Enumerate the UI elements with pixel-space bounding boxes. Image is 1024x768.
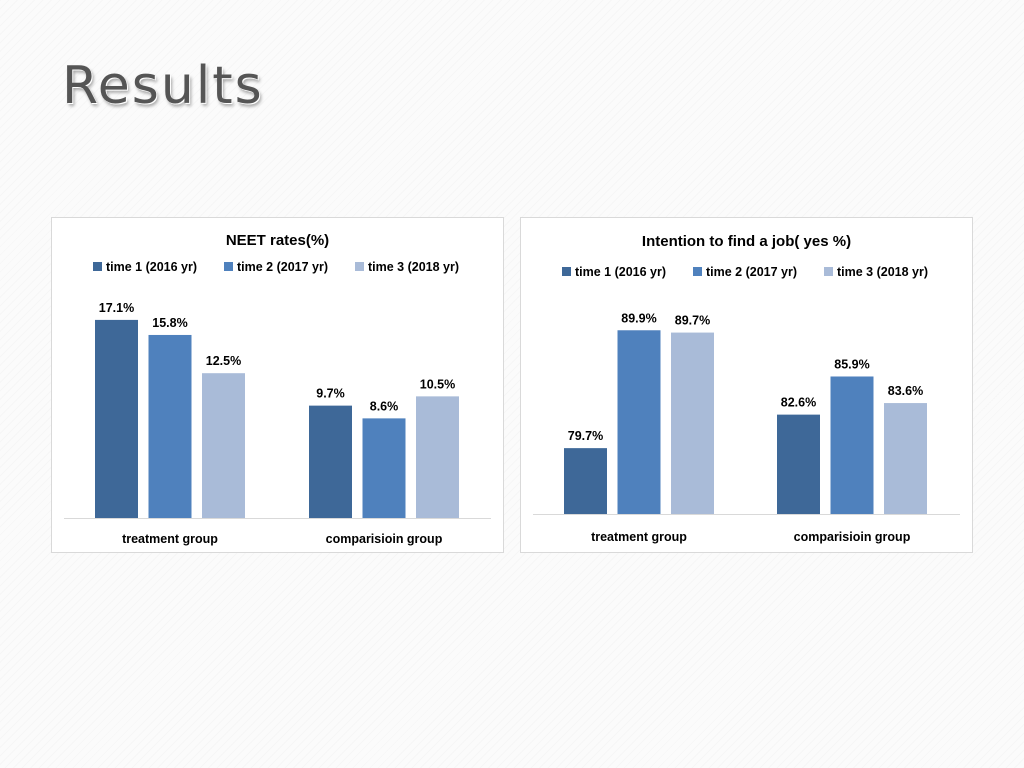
neet-data-label-2-2: 8.6%	[370, 399, 399, 413]
neet-legend-swatch-1	[93, 262, 102, 271]
neet-chart-title: NEET rates(%)	[226, 232, 329, 249]
neet-legend-label-3: time 3 (2018 yr)	[368, 260, 459, 274]
job-legend-swatch-3	[824, 267, 833, 276]
job-bar-1-2	[617, 330, 661, 514]
neet-bar-2-1	[309, 405, 352, 518]
job-bar-1-1	[564, 448, 607, 514]
job-bar-2-3	[884, 403, 927, 514]
neet-legend-swatch-3	[355, 262, 364, 271]
neet-data-label-1-1: 17.1%	[99, 301, 134, 315]
neet-legend-label-1: time 1 (2016 yr)	[106, 260, 197, 274]
job-legend-swatch-2	[693, 267, 702, 276]
job-data-label-1-1: 79.7%	[568, 429, 603, 443]
job-data-label-2-1: 82.6%	[781, 396, 816, 410]
neet-data-label-1-2: 15.8%	[152, 316, 187, 330]
neet-bar-1-3	[202, 373, 245, 518]
job-legend-label-1: time 1 (2016 yr)	[575, 265, 666, 279]
chart-job-intention: Intention to find a job( yes %) time 1 (2…	[520, 217, 973, 553]
chart-neet-svg: NEET rates(%) time 1 (2016 yr) time 2 (201…	[64, 232, 491, 546]
neet-data-label-2-1: 9.7%	[316, 387, 345, 401]
job-chart-title: Intention to find a job( yes %)	[642, 233, 851, 250]
neet-bar-2-2	[362, 418, 406, 518]
neet-bar-2-3	[416, 396, 459, 518]
neet-bar-1-1	[95, 319, 138, 518]
neet-category-label-2: comparisioin group	[326, 532, 443, 546]
job-legend-label-2: time 2 (2017 yr)	[706, 265, 797, 279]
job-data-label-1-3: 89.7%	[675, 314, 710, 328]
neet-bar-1-2	[148, 334, 192, 518]
slide-title: Results	[62, 56, 264, 116]
job-category-label-1: treatment group	[591, 530, 687, 544]
neet-data-label-2-3: 10.5%	[420, 377, 455, 391]
job-category-label-2: comparisioin group	[794, 530, 911, 544]
chart-job-svg: Intention to find a job( yes %) time 1 (2…	[533, 233, 960, 544]
job-legend-label-3: time 3 (2018 yr)	[837, 265, 928, 279]
neet-legend-swatch-2	[224, 262, 233, 271]
neet-data-label-1-3: 12.5%	[206, 354, 241, 368]
job-data-label-2-3: 83.6%	[888, 384, 923, 398]
job-data-label-1-2: 89.9%	[621, 311, 656, 325]
job-legend-swatch-1	[562, 267, 571, 276]
chart-neet-rates: NEET rates(%) time 1 (2016 yr) time 2 (201…	[51, 217, 504, 553]
neet-category-label-1: treatment group	[122, 532, 218, 546]
neet-legend-label-2: time 2 (2017 yr)	[237, 260, 328, 274]
job-bar-1-3	[671, 332, 714, 514]
job-data-label-2-2: 85.9%	[834, 357, 869, 371]
job-bar-2-1	[777, 414, 820, 514]
job-bar-2-2	[830, 376, 874, 514]
